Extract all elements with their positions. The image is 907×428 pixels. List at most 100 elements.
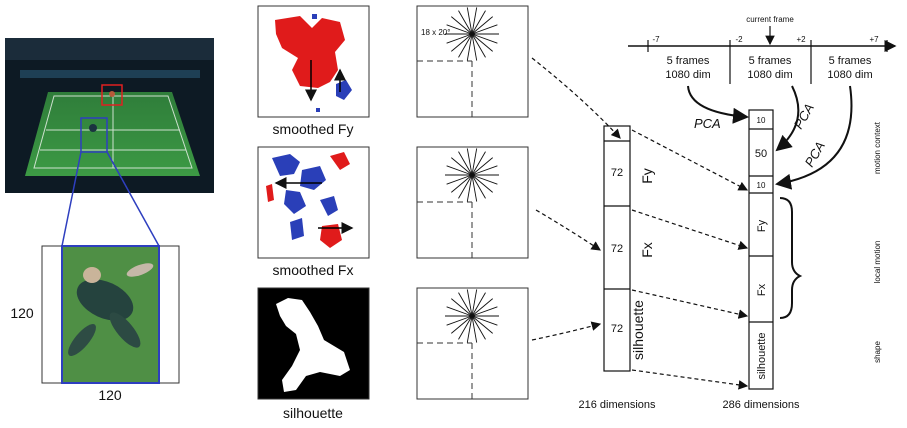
- polar-spoke: [446, 165, 473, 176]
- polar-spoke: [471, 292, 486, 317]
- polar-spoke: [471, 24, 498, 35]
- crop-width-label: 120: [98, 387, 122, 403]
- polar-spoke: [466, 289, 473, 317]
- video-frame: [5, 38, 214, 193]
- block3-line1: 5 frames: [829, 55, 872, 67]
- polar-spoke: [458, 174, 473, 199]
- panel-smoothed-fy: [257, 5, 370, 118]
- polar-spoke: [471, 174, 478, 202]
- local-motion-brace: [779, 197, 803, 319]
- polar-spoke: [471, 315, 478, 343]
- polar-spoke: [471, 33, 498, 44]
- vec286-seg-sil: silhouette: [756, 332, 768, 379]
- tick-plus-7: +7: [869, 35, 879, 44]
- arrow-grid-fy-to-vec216: [531, 57, 621, 139]
- pca-arrow-3: [775, 85, 853, 190]
- polar-spoke: [446, 33, 473, 44]
- pca-label-2: PCA: [791, 101, 817, 132]
- opponent-box: [101, 84, 123, 106]
- polar-spoke: [451, 16, 473, 35]
- pca-arrow-1: [687, 85, 749, 124]
- side-label-local-motion: local motion: [873, 241, 882, 284]
- polar-spoke: [471, 148, 478, 176]
- spokes-fx: [445, 148, 499, 202]
- polar-spoke: [471, 174, 498, 185]
- vec216-name-fx: Fx: [639, 242, 655, 258]
- polar-spoke: [466, 174, 473, 202]
- polar-spoke: [451, 33, 473, 52]
- polar-spoke: [471, 157, 493, 176]
- polar-spoke: [466, 148, 473, 176]
- polar-spoke: [471, 315, 498, 326]
- block3-line2: 1080 dim: [827, 69, 872, 81]
- polar-spoke: [471, 7, 478, 35]
- arrow-grid-fx-to-vec216: [535, 209, 601, 251]
- polar-spoke: [446, 174, 473, 185]
- block1-line2: 1080 dim: [665, 69, 710, 81]
- polar-spoke: [458, 151, 473, 176]
- polar-spoke: [458, 315, 473, 340]
- crop-height-label: 120: [10, 305, 34, 321]
- tick-minus-7: -7: [652, 35, 660, 44]
- polar-spoke: [471, 174, 486, 199]
- arrow-vec216-fy-to-vec286: [631, 209, 749, 250]
- polar-spoke: [458, 10, 473, 35]
- current-frame-label: current frame: [746, 15, 794, 24]
- polar-grid-silhouette: [416, 287, 529, 400]
- tick-minus-2: -2: [735, 35, 743, 44]
- vec286-seg-10a: 10: [757, 116, 766, 125]
- vec216-caption: 216 dimensions: [578, 399, 656, 411]
- polar-spoke: [458, 292, 473, 317]
- polar-spoke: [471, 33, 486, 58]
- vec286-caption: 286 dimensions: [722, 399, 800, 411]
- polar-spoke: [471, 306, 498, 317]
- polar-spoke: [471, 16, 493, 35]
- spokes-fy: [445, 7, 499, 61]
- grid-size-label: 18 x 20°: [421, 28, 450, 37]
- polar-spoke: [446, 306, 473, 317]
- pca-label-1: PCA: [694, 116, 721, 131]
- vec286-seg-10b: 10: [757, 181, 766, 190]
- tick-plus-2: +2: [796, 35, 806, 44]
- polar-spoke: [451, 157, 473, 176]
- vec216-name-sil: silhouette: [630, 300, 646, 360]
- vec286-seg-fx: Fx: [756, 283, 768, 296]
- spokes-silhouette: [445, 289, 499, 343]
- arrow-vec216-fx-to-vec286: [631, 289, 749, 319]
- panel-label-fy: smoothed Fy: [273, 121, 354, 137]
- polar-spoke: [471, 10, 486, 35]
- player-crop: [41, 245, 180, 384]
- side-label-shape: shape: [873, 341, 882, 363]
- panel-label-fx: smoothed Fx: [273, 262, 354, 278]
- vec286-seg-50: 50: [755, 148, 767, 160]
- vec216-count-sil: 72: [611, 323, 623, 335]
- polar-spoke: [466, 315, 473, 343]
- polar-spoke: [466, 33, 473, 61]
- block1-line1: 5 frames: [667, 55, 710, 67]
- polar-spoke: [446, 24, 473, 35]
- panel-smoothed-fx: [257, 146, 370, 259]
- vec286-seg-fy: Fy: [756, 219, 768, 232]
- block2-line2: 1080 dim: [747, 69, 792, 81]
- arrow-vec216-sil-to-vec286: [631, 369, 749, 390]
- arrow-grid-sil-to-vec216: [531, 321, 602, 341]
- polar-spoke: [471, 151, 486, 176]
- polar-spoke: [451, 298, 473, 317]
- polar-spoke: [451, 174, 473, 193]
- vector-286: [748, 109, 774, 390]
- panel-silhouette: [257, 287, 370, 400]
- polar-spoke: [471, 298, 493, 317]
- polar-grid-fy: [416, 5, 529, 118]
- panel-label-silhouette: silhouette: [283, 405, 343, 421]
- zoom-connector-left: [61, 151, 82, 247]
- vector-216: [603, 125, 631, 372]
- polar-spoke: [471, 33, 478, 61]
- polar-spoke: [446, 315, 473, 326]
- polar-spoke: [471, 33, 493, 52]
- polar-spoke: [466, 7, 473, 35]
- vec216-count-fy: 72: [611, 167, 623, 179]
- polar-spoke: [471, 315, 486, 340]
- vec216-count-fx: 72: [611, 243, 623, 255]
- pca-arrow-2: [775, 85, 800, 152]
